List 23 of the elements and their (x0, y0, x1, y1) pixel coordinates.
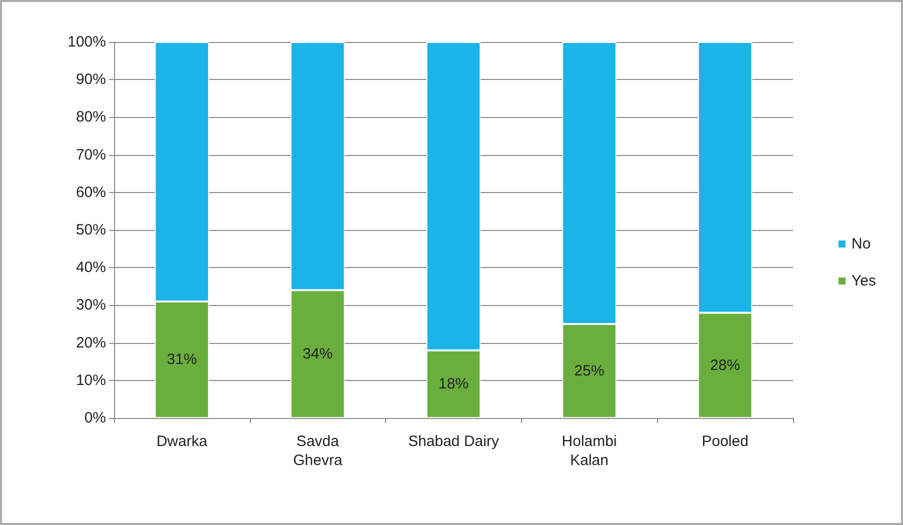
legend-label: No (852, 236, 871, 252)
x-tick-label: Savda Ghevra (293, 433, 343, 469)
data-label: 25% (574, 362, 604, 380)
y-tick-label: 50% (76, 222, 106, 238)
legend-label: Yes (852, 272, 876, 290)
x-tick-label: Holambi Kalan (562, 433, 617, 469)
y-tick-label: 10% (76, 372, 106, 389)
y-tick-label: 100% (68, 34, 106, 50)
data-label: 28% (710, 356, 740, 374)
y-tick-label: 60% (76, 184, 106, 201)
y-tick-label: 0% (84, 410, 106, 426)
y-tick-label: 40% (76, 259, 106, 276)
x-tick-label: Pooled (702, 433, 748, 450)
y-tick-label: 80% (76, 108, 106, 126)
x-tick-label: Dwarka (156, 433, 208, 450)
y-tick-label: 90% (76, 71, 106, 88)
x-tick-label: Shabad Dairy (408, 433, 500, 450)
y-tick-label: 30% (76, 296, 106, 314)
data-label: 18% (438, 376, 469, 393)
data-label: 34% (302, 346, 333, 363)
y-tick-label: 70% (76, 146, 106, 164)
data-label: 31% (166, 351, 197, 368)
y-tick-label: 20% (76, 334, 106, 352)
